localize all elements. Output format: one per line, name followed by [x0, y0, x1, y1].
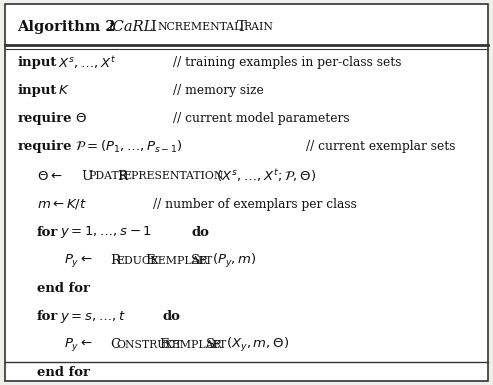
Text: require: require	[17, 140, 72, 153]
Text: $\mathcal{P} = (P_1,\ldots,P_{s-1})$: $\mathcal{P} = (P_1,\ldots,P_{s-1})$	[75, 139, 183, 155]
Text: end for: end for	[37, 282, 90, 295]
Text: ET: ET	[211, 340, 227, 350]
Text: // current exemplar sets: // current exemplar sets	[306, 140, 455, 153]
Text: $y = 1,\ldots,s - 1$: $y = 1,\ldots,s - 1$	[60, 224, 152, 240]
Text: $m \leftarrow K/t$: $m \leftarrow K/t$	[37, 197, 87, 211]
Text: $y = s,\ldots,t$: $y = s,\ldots,t$	[60, 309, 126, 325]
Text: $P_y \leftarrow$: $P_y \leftarrow$	[64, 252, 93, 269]
Text: // memory size: // memory size	[173, 84, 263, 97]
Text: $(X^s,\ldots,X^t;\mathcal{P},\Theta)$: $(X^s,\ldots,X^t;\mathcal{P},\Theta)$	[216, 168, 317, 184]
Text: XEMPLAR: XEMPLAR	[165, 340, 223, 350]
Text: for: for	[37, 310, 58, 323]
Text: $(X_y,m,\Theta)$: $(X_y,m,\Theta)$	[226, 336, 289, 354]
Text: E: E	[145, 254, 155, 267]
Text: U: U	[81, 170, 93, 183]
Text: $\Theta \leftarrow$: $\Theta \leftarrow$	[37, 170, 62, 183]
Text: ONSTRUCT: ONSTRUCT	[117, 340, 183, 350]
Text: Algorithm 2: Algorithm 2	[17, 20, 116, 34]
Text: input: input	[17, 84, 57, 97]
Text: PDATE: PDATE	[88, 171, 127, 181]
Text: input: input	[17, 56, 57, 69]
Text: do: do	[191, 226, 209, 239]
Text: T: T	[237, 20, 246, 34]
Text: S: S	[191, 254, 201, 267]
Text: end for: end for	[37, 367, 90, 380]
Text: $K$: $K$	[58, 84, 70, 97]
Text: EPRESENTATION: EPRESENTATION	[124, 171, 224, 181]
Text: iCaRL: iCaRL	[108, 20, 154, 34]
Text: RAIN: RAIN	[244, 22, 274, 32]
Text: R: R	[117, 170, 127, 183]
Text: // training examples in per-class sets: // training examples in per-class sets	[173, 56, 401, 69]
Text: // number of exemplars per class: // number of exemplars per class	[153, 198, 357, 211]
Text: ET: ET	[197, 256, 212, 266]
Text: do: do	[163, 310, 180, 323]
Text: $(P_y,m)$: $(P_y,m)$	[212, 251, 257, 270]
Text: EDUCE: EDUCE	[117, 256, 159, 266]
Text: S: S	[206, 338, 215, 352]
Text: $\Theta$: $\Theta$	[75, 112, 87, 125]
Text: // current model parameters: // current model parameters	[173, 112, 349, 125]
Text: XEMPLAR: XEMPLAR	[151, 256, 209, 266]
Text: require: require	[17, 112, 72, 125]
Text: NCREMENTAL: NCREMENTAL	[158, 22, 242, 32]
Text: $P_y \leftarrow$: $P_y \leftarrow$	[64, 336, 93, 353]
Text: I: I	[150, 20, 156, 34]
Text: $X^s,\ldots,X^t$: $X^s,\ldots,X^t$	[58, 54, 116, 71]
Text: for: for	[37, 226, 58, 239]
Text: E: E	[159, 338, 169, 352]
Text: R: R	[110, 254, 120, 267]
Text: C: C	[110, 338, 121, 352]
